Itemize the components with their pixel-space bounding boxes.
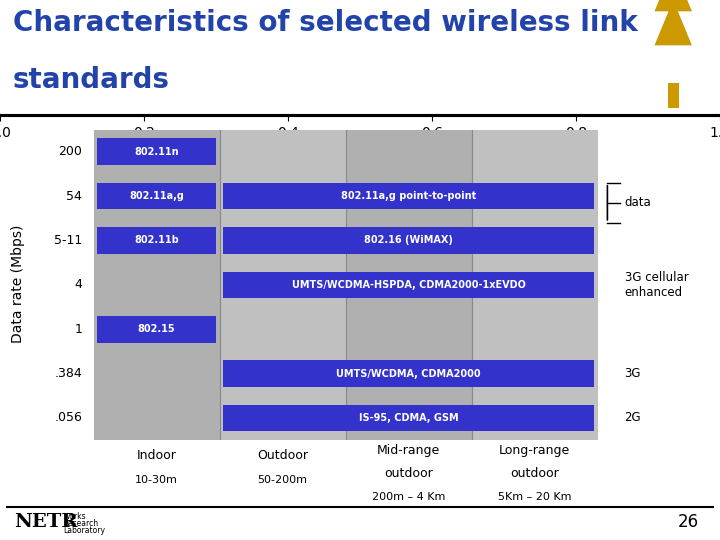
Text: 4: 4 [74, 278, 82, 292]
Text: UMTS/WCDMA, CDMA2000: UMTS/WCDMA, CDMA2000 [336, 369, 481, 379]
Text: UMTS/WCDMA-HSPDA, CDMA2000-1xEVDO: UMTS/WCDMA-HSPDA, CDMA2000-1xEVDO [292, 280, 526, 290]
Text: 50-200m: 50-200m [258, 475, 307, 484]
Text: 1: 1 [74, 323, 82, 336]
Text: works: works [63, 512, 86, 521]
Text: 3G: 3G [624, 367, 641, 380]
Text: Long-range: Long-range [499, 444, 570, 457]
Text: 26: 26 [678, 513, 698, 531]
Text: IS-95, CDMA, GSM: IS-95, CDMA, GSM [359, 413, 459, 423]
Text: standards: standards [13, 66, 170, 94]
Text: data: data [624, 196, 652, 210]
Text: Research: Research [63, 519, 99, 528]
Text: Laboratory: Laboratory [63, 525, 105, 535]
Text: outdoor: outdoor [510, 467, 559, 480]
Text: 802.11a,g: 802.11a,g [129, 191, 184, 201]
Bar [223, 360, 594, 387]
Bar [97, 316, 216, 342]
Text: 54: 54 [66, 190, 82, 202]
Text: 5Km – 20 Km: 5Km – 20 Km [498, 492, 572, 502]
Text: 3G cellular
enhanced: 3G cellular enhanced [624, 271, 688, 299]
Text: outdoor: outdoor [384, 467, 433, 480]
Text: NETR: NETR [14, 513, 78, 531]
Bar [223, 183, 594, 210]
Text: 802.11a,g point-to-point: 802.11a,g point-to-point [341, 191, 476, 201]
Text: Characteristics of selected wireless link: Characteristics of selected wireless lin… [13, 9, 637, 37]
Bar [97, 183, 216, 210]
Bar [667, 83, 679, 107]
Text: .384: .384 [55, 367, 82, 380]
Polygon shape [654, 0, 692, 45]
Bar [97, 227, 216, 254]
Text: Data rate (Mbps): Data rate (Mbps) [11, 224, 25, 343]
Bar [97, 138, 216, 165]
Text: 802.11n: 802.11n [135, 147, 179, 157]
Text: 2G: 2G [624, 411, 641, 424]
Bar [220, 130, 346, 440]
Text: 200: 200 [58, 145, 82, 158]
Text: 10-30m: 10-30m [135, 475, 178, 484]
Bar [346, 130, 472, 440]
Text: .056: .056 [55, 411, 82, 424]
Text: Outdoor: Outdoor [257, 449, 308, 462]
Text: 5-11: 5-11 [54, 234, 82, 247]
Bar [472, 130, 598, 440]
Polygon shape [654, 0, 692, 11]
Bar [223, 272, 594, 298]
Text: 200m – 4 Km: 200m – 4 Km [372, 492, 445, 502]
Text: 802.15: 802.15 [138, 324, 176, 334]
Text: 802.16 (WiMAX): 802.16 (WiMAX) [364, 235, 453, 246]
Text: Indoor: Indoor [137, 449, 176, 462]
Bar [94, 130, 220, 440]
Text: Mid-range: Mid-range [377, 444, 440, 457]
Text: 802.11b: 802.11b [134, 235, 179, 246]
Bar [223, 227, 594, 254]
Bar [223, 404, 594, 431]
